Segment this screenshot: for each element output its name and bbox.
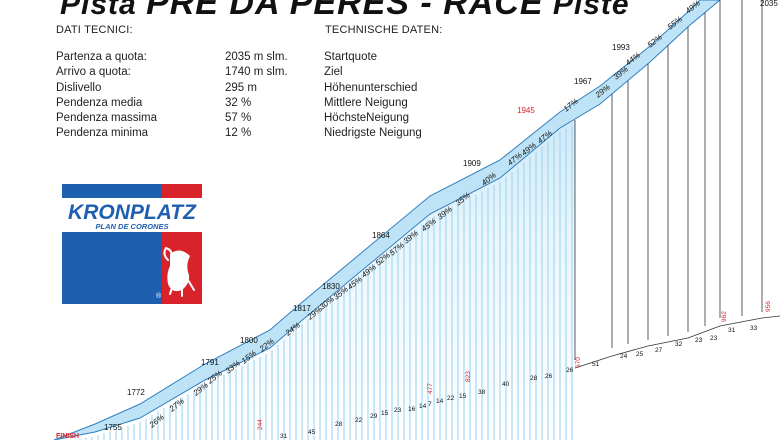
value: 32 %: [225, 96, 252, 109]
distance-label: 33: [750, 325, 758, 332]
distance-label: 15: [381, 410, 389, 417]
table-row: Partenza a quota: 2035 m slm. Startquote: [56, 50, 422, 65]
profile-baseline: [574, 315, 780, 369]
altitude-label: 2035: [760, 0, 778, 8]
altitude-label: 1791: [201, 358, 219, 367]
label-de: Höhenunterschied: [324, 81, 418, 94]
title-name: PRE DA PERES - RACE: [146, 0, 544, 22]
title-prefix: Pista: [60, 0, 137, 21]
label-de: Mittlere Neigung: [324, 96, 408, 109]
altitude-label: 1864: [372, 231, 390, 240]
distance-label: 25: [636, 351, 644, 358]
distance-label: 31: [280, 433, 288, 440]
cumulative-distance-label: 477: [427, 383, 434, 394]
distance-label: 7: [428, 401, 432, 408]
table-row: Pendenza massima 57 % HöchsteNeigung: [56, 111, 422, 126]
distance-label: 40: [502, 381, 510, 388]
distance-label: 24: [620, 353, 628, 360]
altitude-label: 1993: [612, 43, 630, 52]
value: 12 %: [225, 127, 252, 140]
distance-label: 32: [675, 341, 683, 348]
cumulative-distance-label: 962: [721, 311, 728, 322]
value: 1740 m slm.: [225, 66, 288, 79]
logo-white-band: [62, 198, 202, 232]
cumulative-distance-label: 823: [465, 371, 472, 382]
label-it: Pendenza media: [56, 96, 143, 109]
distance-label: 26: [566, 367, 574, 374]
technical-data-table: Partenza a quota: 2035 m slm. Startquote…: [56, 50, 422, 142]
cumulative-distance-label: 670: [575, 357, 582, 368]
profile-stripes: [79, 125, 573, 440]
profile-snow-fill: [54, 120, 575, 440]
cumulative-distance-label: 244: [257, 419, 264, 430]
altitude-label: 1909: [463, 159, 481, 168]
altitude-label: 1800: [240, 336, 258, 345]
distance-label: 51: [592, 361, 600, 368]
distance-label: 14: [419, 403, 427, 410]
altitude-label: 1830: [322, 282, 340, 291]
label-it: Pendenza minima: [56, 127, 149, 140]
altitude-label: 1755: [104, 423, 122, 432]
distance-label: 23: [710, 335, 718, 342]
table-row: Pendenza minima 12 % Niedrigste Neigung: [56, 126, 422, 141]
distance-label: 28: [530, 375, 538, 382]
label-de: HöchsteNeigung: [324, 112, 410, 125]
profile-gate-lines: [574, 0, 780, 369]
table-row: Pendenza media 32 % Mittlere Neigung: [56, 96, 422, 111]
logo-brand-text: KRONPLATZ: [68, 201, 197, 224]
value: 295 m: [225, 81, 257, 94]
profile-top-band: [53, 0, 721, 440]
distance-label: 14: [436, 398, 444, 405]
cumulative-distance-label: 956: [765, 301, 772, 312]
altitude-label: 1772: [127, 388, 145, 397]
table-row: Arrivo a quota: 1740 m slm. Ziel: [56, 65, 422, 80]
altitude-label: 1817: [293, 304, 311, 313]
distance-label: 28: [335, 421, 343, 428]
label-it: Dislivello: [56, 81, 102, 94]
altitude-label: 1967: [574, 77, 592, 86]
distance-label: 27: [655, 347, 663, 354]
finish-label: FINISH: [56, 433, 79, 440]
value: 2035 m slm.: [225, 51, 288, 63]
logo-registered-mark: ®: [156, 292, 162, 300]
distance-label: 45: [308, 429, 316, 436]
distance-label: 16: [408, 406, 416, 413]
technical-data-heading-de: TECHNISCHE DATEN:: [325, 24, 443, 36]
distance-label: 26: [545, 373, 553, 380]
distance-label: 22: [355, 417, 363, 424]
value: 57 %: [225, 112, 252, 125]
distance-label: 38: [478, 389, 486, 396]
distance-label: 15: [459, 393, 467, 400]
label-de: Ziel: [324, 66, 343, 79]
rooster-icon: [163, 246, 195, 297]
distance-label: 29: [370, 413, 378, 420]
kronplatz-logo: KRONPLATZ PLAN DE CORONES ®: [62, 184, 202, 304]
distance-label: 23: [695, 337, 703, 344]
piste-title: Pista PRE DA PERES - RACE Piste: [60, 0, 630, 23]
label-it: Arrivo a quota:: [56, 66, 131, 79]
altitude-label: 1945: [517, 106, 535, 115]
profile-white-body: [54, 0, 780, 440]
altitude-labels: 1755 1772 1791 1800 1817 1830 1864 1909 1945 1967…: [104, 0, 778, 432]
label-it: Partenza a quota:: [56, 51, 147, 63]
distance-label: 31: [728, 327, 736, 334]
logo-sub-text: PLAN DE CORONES: [96, 222, 169, 231]
label-de: Niedrigste Neigung: [324, 127, 422, 140]
title-suffix: Piste: [552, 0, 630, 21]
label-de: Startquote: [324, 51, 378, 63]
technical-data-heading-it: DATI TECNICI:: [56, 24, 133, 36]
label-it: Pendenza massima: [56, 112, 157, 125]
table-row: Dislivello 295 m Höhenunterschied: [56, 81, 422, 96]
distance-label: 23: [394, 407, 402, 414]
distance-label: 22: [447, 395, 455, 402]
